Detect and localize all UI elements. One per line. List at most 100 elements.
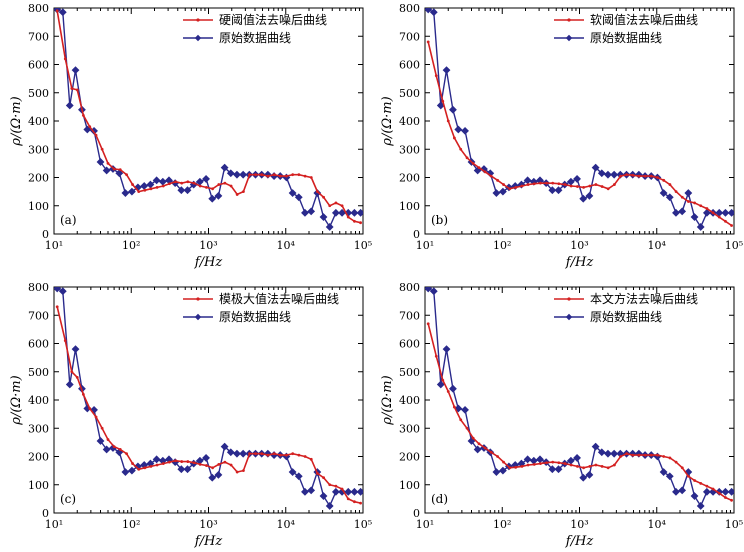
data-point [711,487,715,491]
data-point [338,487,346,496]
y-tick-label: 700 [399,30,420,43]
data-point [155,185,159,189]
data-point [473,445,482,454]
data-point [680,466,684,470]
data-point [334,201,338,205]
data-point [649,453,653,457]
data-point [328,204,332,208]
data-point [659,468,668,476]
data-point [610,449,619,458]
data-point [656,176,659,179]
data-point [499,187,507,196]
data-point [715,487,724,496]
data-point [143,188,147,192]
y-tick-label: 200 [28,451,49,464]
data-point [140,182,149,190]
data-point [288,189,297,197]
panel-label: (b) [431,213,448,227]
data-point [563,462,567,465]
y-tick-label: 200 [399,451,420,464]
data-point [301,208,309,217]
legend-marker [196,18,200,22]
data-point [137,467,141,471]
data-point [588,184,592,188]
data-point [563,183,567,186]
chart-panel-3: 0 100 200 300 400 500 600 700 800 10¹ 10² 10³ 10⁴ 10⁵… [9,281,372,549]
y-tick-label: 600 [399,338,420,351]
x-tick-label: 10³ [570,518,588,531]
data-point [131,183,134,186]
data-point [693,201,696,205]
data-point [539,462,542,465]
series-raw [425,8,734,231]
data-point [526,463,530,467]
data-point [272,452,276,456]
data-point [631,173,635,177]
data-point [346,215,350,219]
data-point [248,452,251,456]
y-tick-label: 800 [28,281,49,294]
data-point [152,455,161,464]
panel-label: (c) [60,492,76,506]
data-point [331,487,340,496]
data-point [356,487,363,496]
data-point [582,185,586,189]
data-point [70,370,74,374]
data-point [149,187,153,191]
data-point [594,183,598,186]
y-tick-label: 100 [399,200,420,213]
y-tick-label: 300 [28,422,49,435]
y-tick-label: 600 [28,59,49,72]
data-point [96,437,105,445]
data-point [239,170,248,179]
y-tick-label: 0 [42,507,49,520]
y-tick-label: 600 [28,338,49,351]
data-point [434,354,438,358]
data-point [334,484,338,488]
data-point [331,208,340,217]
data-point [600,464,604,468]
data-point [441,99,445,103]
data-point [192,461,196,465]
data-point [202,454,210,462]
data-point [65,380,74,389]
data-point [656,453,659,457]
data-point [319,492,328,500]
data-point [229,463,233,467]
data-point [483,446,487,450]
data-point [359,221,362,225]
x-tick-label: 10¹ [45,239,63,252]
data-point [106,161,110,165]
data-point [168,460,171,464]
data-point [198,463,202,466]
data-point [174,180,177,184]
data-point [489,450,493,454]
data-point [459,147,463,151]
data-point [637,453,641,457]
data-point [672,208,680,217]
data-point [576,464,579,468]
data-point [625,173,629,177]
data-point [325,502,334,510]
y-tick-label: 100 [399,479,420,492]
data-point [724,219,727,223]
data-point [75,88,79,92]
y-tick-label: 500 [28,87,49,100]
data-point [672,487,680,496]
data-point [520,184,524,188]
series-raw [54,287,363,510]
data-point [446,119,450,123]
data-point [665,193,674,202]
data-point [557,461,561,465]
data-point [235,470,239,474]
data-point [619,174,622,178]
data-point [693,479,696,482]
data-point [508,466,512,470]
y-tick-label: 300 [399,422,420,435]
data-point [254,173,258,177]
panel-label: (a) [60,213,77,227]
data-point [529,456,538,465]
data-point [294,193,303,202]
data-point [625,452,629,456]
data-point [727,487,734,496]
